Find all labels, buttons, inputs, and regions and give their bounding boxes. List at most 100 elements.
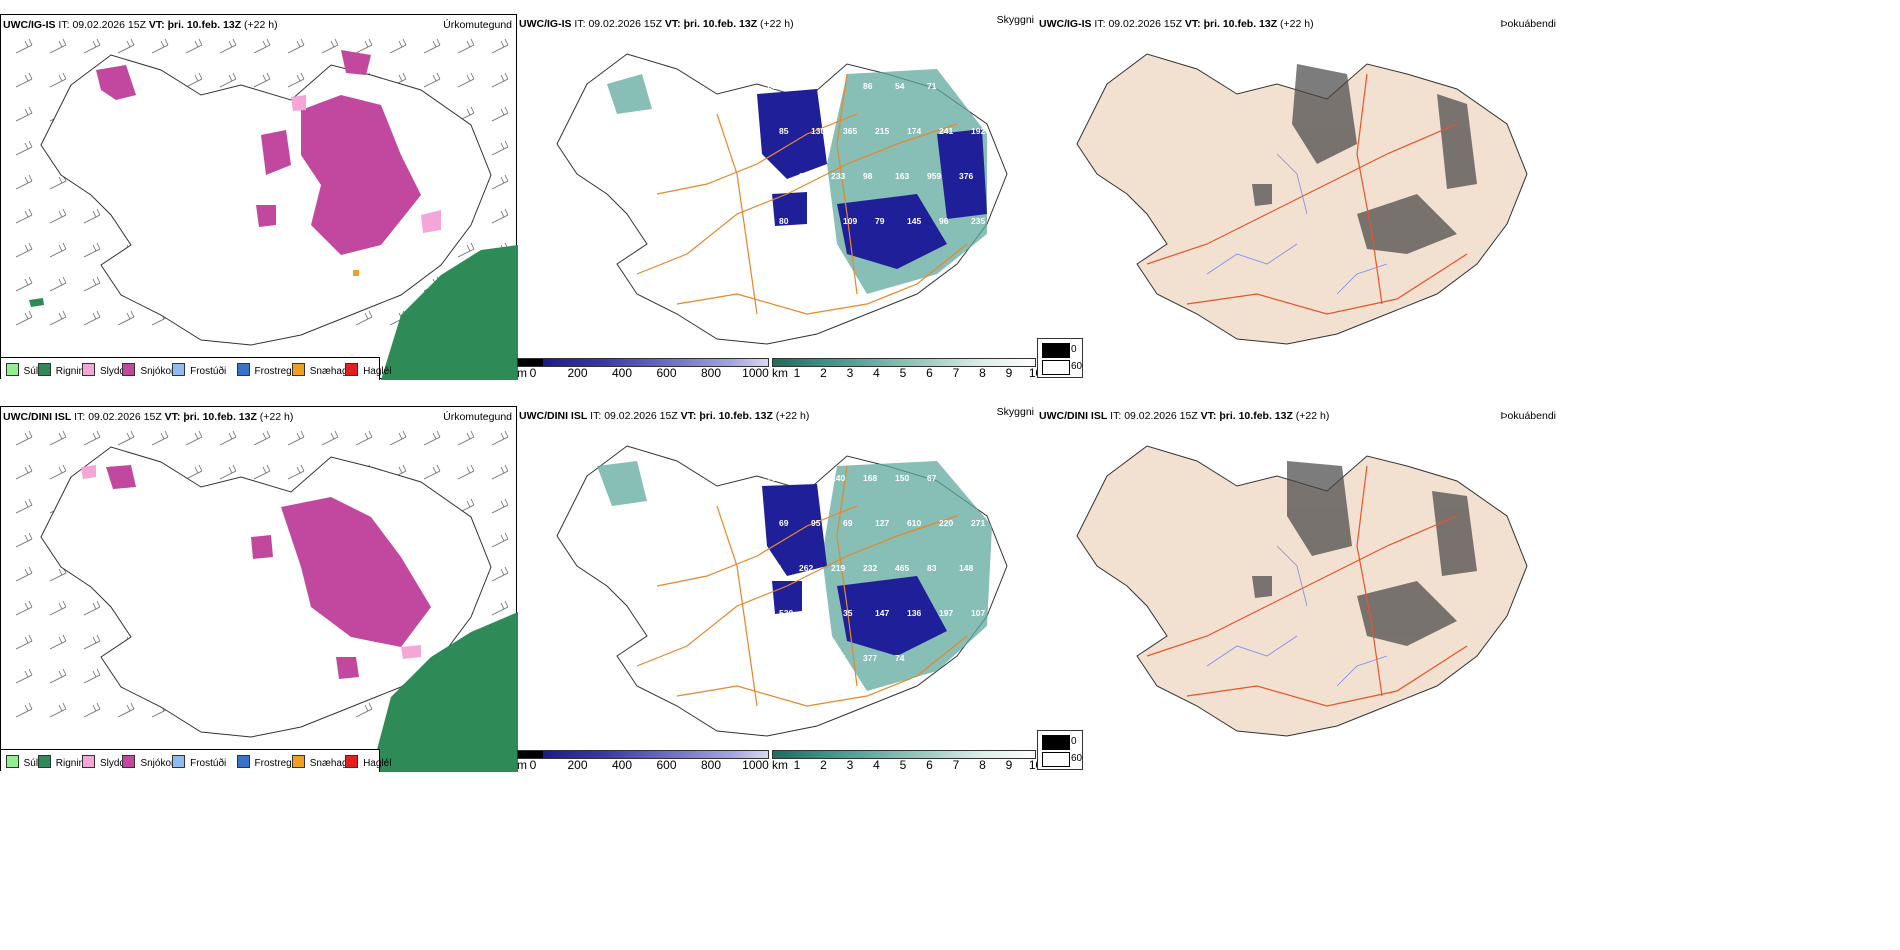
- wind-barb: [15, 532, 33, 548]
- visibility-label: 163: [895, 171, 909, 181]
- visibility-label: 85: [779, 126, 789, 136]
- visibility-label: 125: [811, 608, 825, 618]
- snow-areas: [96, 50, 421, 255]
- legend-label: Haglél: [363, 366, 392, 377]
- visibility-label: 235: [971, 216, 985, 226]
- precip-legend: Súld Rigning Slydda Snjókoma Frostúði Frostre…: [1, 749, 391, 772]
- legend-item: Snjókoma: [122, 363, 185, 377]
- legend-label: Súld: [23, 758, 44, 769]
- visibility-km-tick: 8: [979, 366, 986, 380]
- wind-barb: [423, 430, 441, 446]
- wind-barb: [83, 242, 101, 258]
- legend-label: Slydda: [99, 366, 131, 377]
- wind-barb: [253, 464, 271, 480]
- legend-swatch: [291, 363, 305, 376]
- wind-barb: [491, 566, 509, 582]
- legend-swatch: [172, 755, 186, 768]
- visibility-m-tick: 0: [529, 758, 537, 772]
- fog-panel-1: UWC/IG-IS IT: 09.02.2026 15Z VT: þri. 10…: [1037, 14, 1560, 379]
- legend-swatch: [5, 363, 19, 376]
- roads: [636, 73, 968, 315]
- visibility-label: 959: [927, 171, 941, 181]
- visibility-label: 168: [863, 473, 877, 483]
- visibility-km-unit: km: [772, 758, 788, 772]
- legend-swatch: [37, 755, 51, 768]
- visibility-legend: m 0 200 400 600 800 1000 km 1 2 3 4 5 6 7 8 9 10: [517, 750, 1042, 772]
- legend-label: Haglél: [363, 758, 392, 769]
- precip-type-panel-1: UWC/IG-IS IT: 09.02.2026 15Z VT: þri. 10…: [0, 14, 518, 380]
- visibility-label: 233: [831, 171, 845, 181]
- visibility-km-tick: 2: [820, 758, 827, 772]
- visibility-label: 71: [927, 81, 937, 91]
- panel-title: UWC/DINI ISL IT: 09.02.2026 15Z VT: þri.…: [519, 410, 810, 422]
- wind-barb: [49, 702, 67, 718]
- visibility-label: 73: [811, 216, 821, 226]
- visibility-label: 35: [843, 608, 853, 618]
- panel-label: Þokuábendi: [1500, 410, 1556, 422]
- visibility-label: 318: [799, 261, 813, 271]
- visibility-label: 69: [831, 81, 841, 91]
- wind-barb: [83, 276, 101, 292]
- wind-barb: [83, 208, 101, 224]
- visibility-label: 76: [959, 473, 969, 483]
- visibility-m-tick: 200: [567, 758, 588, 772]
- visibility-m-tick: 400: [611, 758, 633, 772]
- wind-barb: [287, 72, 305, 88]
- visibility-m-unit: m: [517, 366, 527, 380]
- legend-label: Frostregn: [254, 758, 298, 769]
- wind-barb: [117, 38, 135, 54]
- visibility-label: 83: [927, 563, 937, 573]
- legend-swatch: [172, 363, 186, 376]
- panel-title: UWC/DINI ISL IT: 09.02.2026 15Z VT: þri.…: [3, 411, 294, 423]
- legend-item: Haglél: [345, 363, 391, 377]
- wind-barb: [491, 106, 509, 122]
- legend-label: Frostúði: [190, 758, 227, 769]
- panel-label: Skyggni: [996, 406, 1034, 418]
- visibility-label: 127: [875, 518, 889, 528]
- legend-swatch: [122, 363, 136, 376]
- wind-barb: [49, 38, 67, 54]
- wind-barb: [491, 498, 509, 514]
- visibility-km-tick: 5: [899, 366, 907, 380]
- visibility-panel-1: 200 75 69 86 54 71 99 85 130 365 215 174 241 192 751 34…: [517, 14, 1042, 380]
- panel-label: Úrkomutegund: [443, 19, 512, 31]
- wind-barb: [15, 668, 33, 684]
- visibility-labels: 200 75 69 86 54 71 99 85 130 365 215 174 241 192 751 34…: [767, 81, 985, 271]
- visibility-label: 271: [971, 518, 985, 528]
- legend-label: Snjókoma: [140, 758, 185, 769]
- wind-barb: [15, 430, 33, 446]
- wind-barb: [15, 38, 33, 54]
- wind-barb: [219, 430, 237, 446]
- fog-legend-swatch: [1042, 360, 1070, 375]
- visibility-km-tick: 2: [820, 366, 827, 380]
- wind-barb: [83, 310, 101, 326]
- wind-barb: [253, 38, 271, 54]
- visibility-km-tick: 1: [793, 366, 801, 380]
- visibility-m-tick: 600: [656, 366, 677, 380]
- rain-area: [371, 612, 518, 772]
- fog-legend-label: 0: [1071, 736, 1077, 747]
- visibility-km-colorbar: [772, 750, 1036, 759]
- wind-barb: [151, 38, 169, 54]
- wind-barb: [185, 38, 203, 54]
- visibility-panel-2: 75 73 140 168 150 67 76 69 95 69 127 610 220 271 203 26…: [517, 406, 1042, 772]
- wind-barb: [83, 38, 101, 54]
- visibility-label: 376: [959, 171, 973, 181]
- visibility-label: 152: [799, 653, 813, 663]
- wind-barb: [287, 38, 305, 54]
- visibility-m-tick: 1000: [742, 366, 769, 380]
- visibility-m-colorbar: [517, 750, 769, 759]
- legend-item: Frostregn: [236, 755, 298, 769]
- visibility-label: 147: [875, 608, 889, 618]
- panel-title: UWC/IG-IS IT: 09.02.2026 15Z VT: þri. 10…: [519, 18, 794, 30]
- visibility-label: 465: [895, 563, 909, 573]
- fog-map-1: [1076, 53, 1528, 345]
- visibility-label: 141: [767, 653, 781, 663]
- legend-item: Snæhagl: [291, 755, 350, 769]
- wind-barb: [219, 464, 237, 480]
- wind-barb: [83, 668, 101, 684]
- wind-barb: [491, 430, 509, 446]
- visibility-label: 79: [875, 216, 885, 226]
- rain-area: [381, 245, 518, 380]
- wind-barb: [15, 242, 33, 258]
